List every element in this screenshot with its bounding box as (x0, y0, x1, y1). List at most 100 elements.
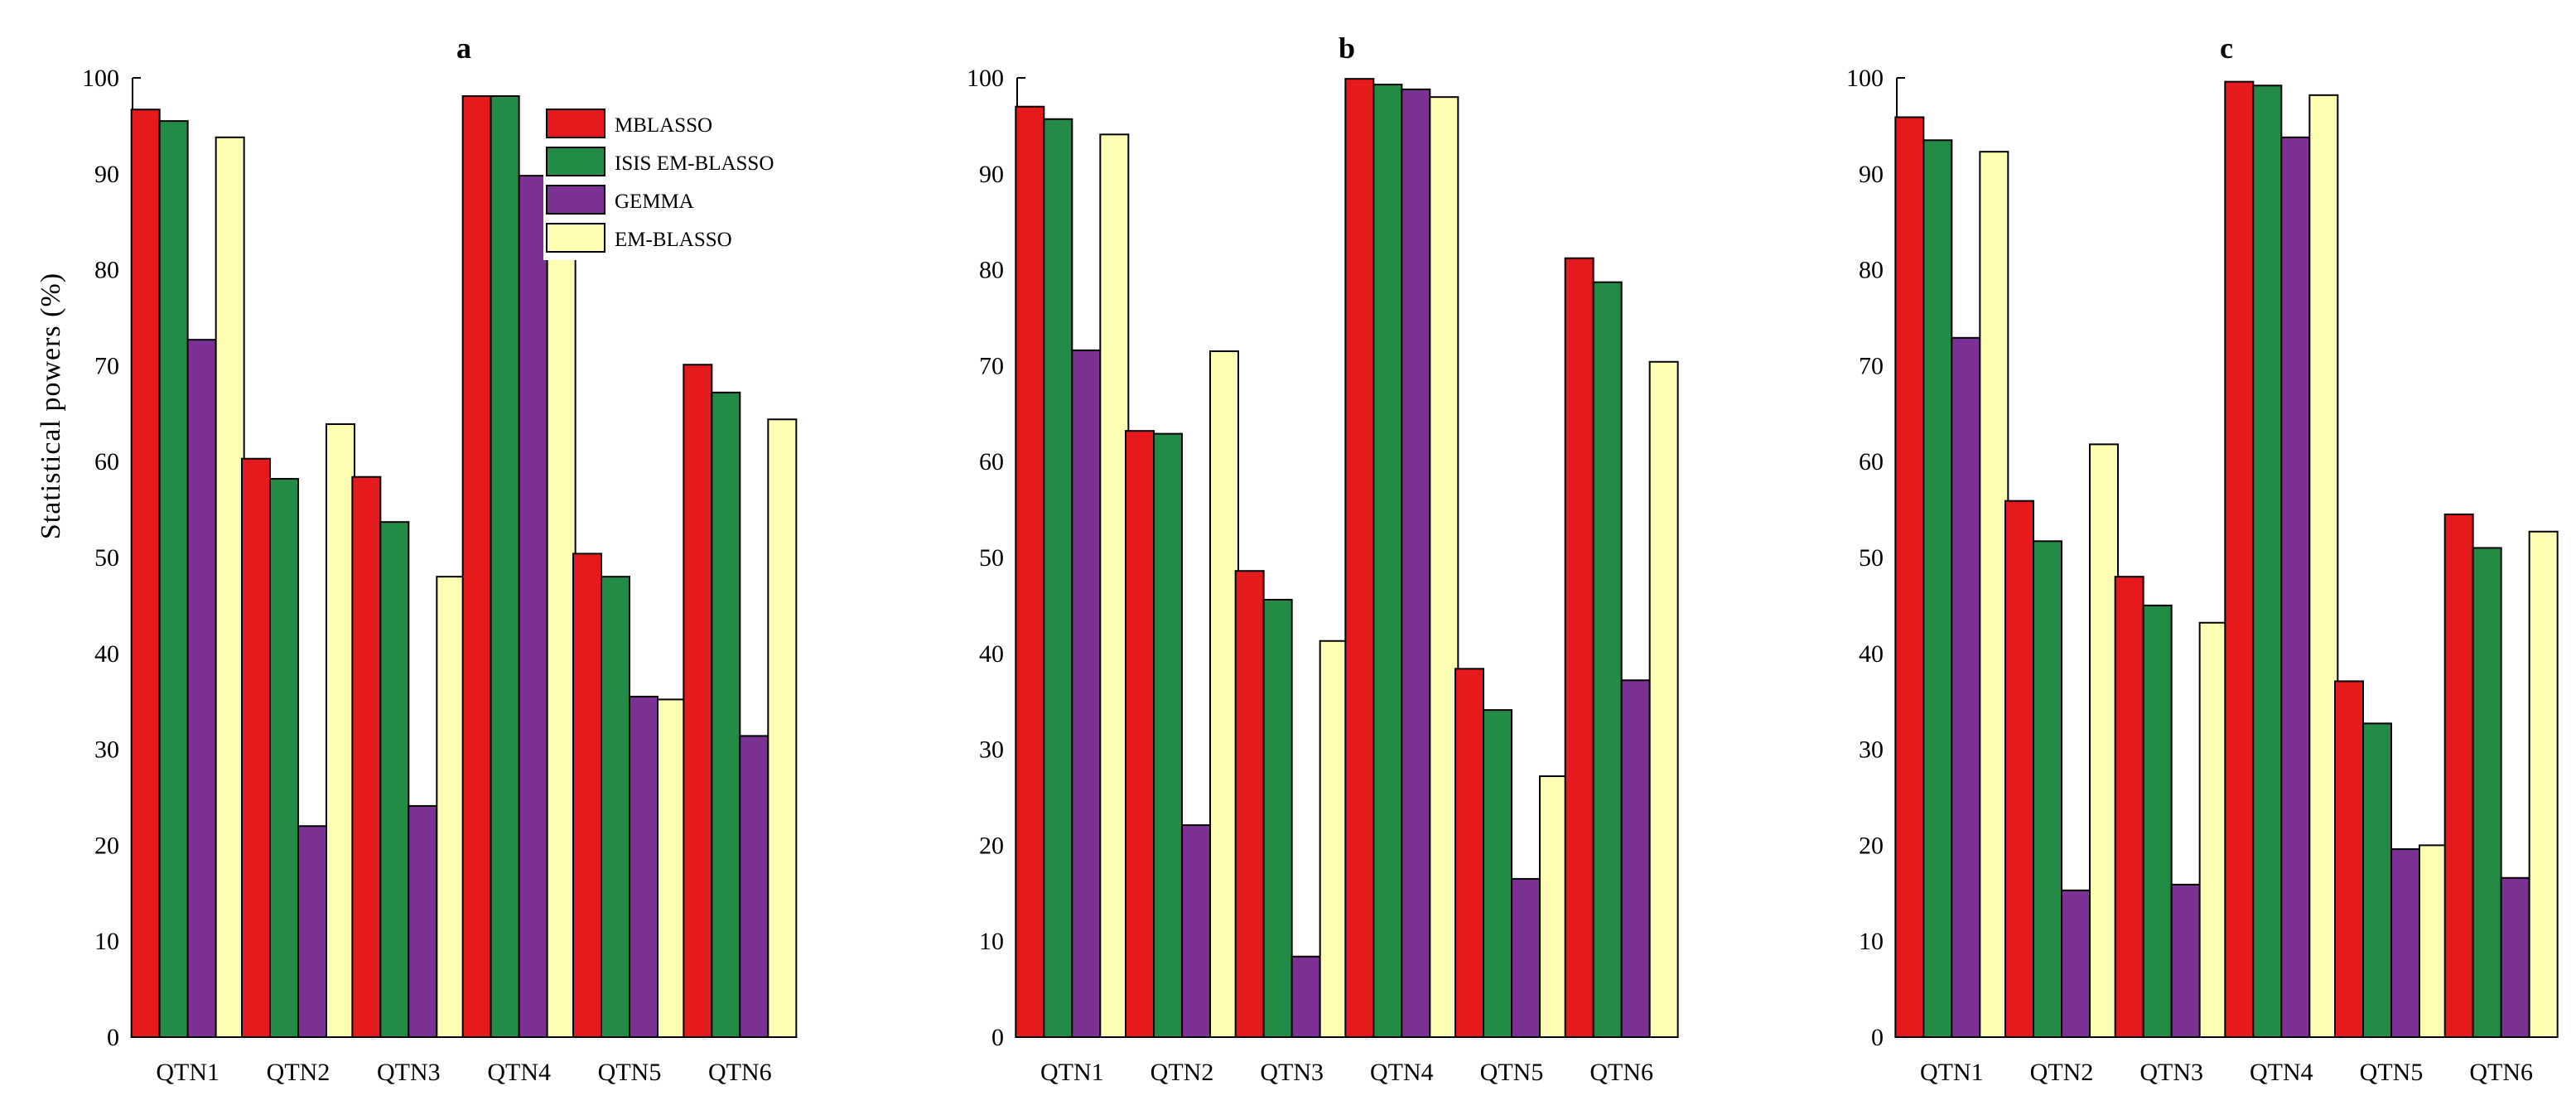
bar-qtn2-gemma (1181, 824, 1211, 1038)
y-tick-label: 50 (1859, 544, 1884, 572)
bar-qtn3-mblasso (2114, 576, 2144, 1038)
panel-a: 0 10 20 30 40 50 60 70 80 90 100 a QTN1 QTN2 QTN3 QTN4 Q… (82, 31, 798, 1086)
bar-qtn1-isis-em-blasso (1922, 139, 1953, 1038)
bar-qtn4-isis-em-blasso (2252, 84, 2283, 1038)
legend-label: MBLASSO (615, 114, 712, 137)
bar-qtn2-isis-em-blasso (2033, 540, 2062, 1038)
bar-qtn5-em-blasso (2419, 844, 2448, 1039)
bar-qtn1-mblasso (130, 109, 161, 1039)
y-tick-label: 30 (1859, 736, 1884, 764)
y-tick-label: 60 (94, 448, 119, 475)
bar-qtn6-isis-em-blasso (711, 391, 741, 1039)
bar-qtn5-em-blasso (1539, 775, 1569, 1038)
y-tick-label: 10 (1859, 928, 1884, 955)
y-tick-label: 90 (94, 161, 119, 188)
bar-qtn3-mblasso (351, 475, 382, 1038)
bar-qtn2-em-blasso (326, 423, 355, 1038)
bar-qtn3-em-blasso (1319, 640, 1349, 1038)
bar-qtn1-gemma (1951, 336, 1981, 1038)
x-tick-label: QTN6 (2469, 1059, 2533, 1086)
x-tick-label: QTN6 (708, 1059, 772, 1086)
y-tick-label: 30 (94, 736, 119, 764)
bar-qtn3-gemma (2170, 883, 2201, 1039)
bar-qtn6-isis-em-blasso (1592, 281, 1623, 1038)
panel-b: 0 10 20 30 40 50 60 70 80 90 100 b QTN1 QTN2 QTN3 QTN4 Q… (967, 31, 1679, 1086)
x-tick-label: QTN1 (156, 1059, 219, 1086)
bar-qtn5-mblasso (2334, 680, 2364, 1039)
x-tick-label: QTN3 (377, 1059, 441, 1086)
y-tick-label: 20 (979, 832, 1004, 859)
panel-title: b (1339, 31, 1355, 65)
legend-label: ISIS EM-BLASSO (615, 152, 774, 175)
x-tick-label: QTN3 (1260, 1059, 1324, 1086)
bar-qtn1-isis-em-blasso (158, 120, 189, 1039)
bar-qtn1-em-blasso (1099, 133, 1130, 1038)
bar-qtn4-gemma (2280, 136, 2311, 1038)
y-tick-label: 80 (1859, 257, 1884, 284)
bar-qtn5-isis-em-blasso (601, 576, 630, 1038)
bar-qtn4-isis-em-blasso (490, 95, 520, 1039)
bar-qtn2-em-blasso (1209, 350, 1239, 1038)
bar-qtn1-em-blasso (215, 136, 245, 1038)
bar-qtn2-em-blasso (2089, 443, 2119, 1038)
bar-qtn3-isis-em-blasso (2142, 604, 2173, 1038)
legend-swatch (546, 109, 605, 138)
legend: MBLASSO ISIS EM-BLASSO GEMMA EM-BLASSO (543, 104, 792, 260)
y-tick-label: 10 (94, 928, 119, 955)
y-tick-label: 70 (1859, 352, 1884, 379)
bar-qtn6-em-blasso (767, 418, 798, 1038)
legend-swatch (546, 185, 605, 215)
bar-qtn2-mblasso (1125, 430, 1155, 1038)
y-axis-label: Statistical powers (%) (36, 273, 66, 539)
panel-title: a (456, 31, 471, 65)
bar-qtn5-mblasso (572, 553, 602, 1038)
bar-qtn3-gemma (1290, 955, 1321, 1039)
y-tick-label: 90 (1859, 161, 1884, 188)
x-tick-label: QTN1 (1920, 1059, 1984, 1086)
bar-qtn6-mblasso (1564, 257, 1594, 1039)
bar-qtn1-isis-em-blasso (1043, 118, 1073, 1039)
bar-qtn4-mblasso (1344, 78, 1375, 1039)
bar-qtn3-em-blasso (2198, 621, 2229, 1039)
y-tick-label: 70 (979, 352, 1004, 379)
y-tick-label: 0 (991, 1024, 1004, 1051)
bar-qtn2-mblasso (241, 457, 271, 1038)
legend-swatch (546, 223, 605, 253)
bar-qtn5-gemma (629, 695, 658, 1038)
y-tick-label: 80 (94, 257, 119, 284)
bar-qtn4-em-blasso (546, 123, 576, 1039)
bar-qtn2-mblasso (2004, 500, 2034, 1038)
y-tick-label: 0 (107, 1024, 119, 1051)
bar-qtn2-gemma (2061, 889, 2091, 1039)
y-tick-label: 20 (94, 832, 119, 859)
bar-qtn1-em-blasso (1979, 151, 2009, 1038)
panel-c: 0 10 20 30 40 50 60 70 80 90 100 c QTN1 QTN2 QTN3 QTN4 Q… (1846, 31, 2559, 1086)
bar-qtn4-em-blasso (1429, 96, 1459, 1038)
bar-qtn4-mblasso (2224, 80, 2255, 1039)
x-tick-label: QTN3 (2139, 1059, 2203, 1086)
bar-qtn6-gemma (2500, 876, 2530, 1038)
bar-qtn6-em-blasso (1648, 360, 1679, 1038)
bar-qtn2-isis-em-blasso (1153, 432, 1183, 1038)
bar-qtn6-gemma (739, 735, 769, 1038)
x-tick-label: QTN2 (1151, 1059, 1214, 1086)
bar-qtn3-isis-em-blasso (1262, 598, 1293, 1038)
bar-qtn5-mblasso (1454, 668, 1484, 1038)
x-tick-label: QTN4 (1370, 1059, 1434, 1086)
bar-qtn3-isis-em-blasso (379, 521, 410, 1038)
bar-qtn3-mblasso (1234, 570, 1265, 1038)
x-tick-label: QTN5 (1480, 1059, 1544, 1086)
x-tick-label: QTN2 (267, 1059, 330, 1086)
x-tick-label: QTN6 (1589, 1059, 1653, 1086)
y-tick-label: 50 (94, 544, 119, 572)
y-tick-label: 100 (1846, 65, 1884, 92)
bar-qtn2-gemma (297, 825, 327, 1038)
y-tick-label: 100 (82, 65, 119, 92)
bar-qtn1-gemma (1071, 349, 1102, 1038)
bar-qtn4-gemma (1401, 88, 1431, 1038)
x-tick-label: QTN4 (487, 1059, 551, 1086)
bar-qtn5-em-blasso (657, 698, 687, 1038)
x-tick-label: QTN5 (598, 1059, 662, 1086)
